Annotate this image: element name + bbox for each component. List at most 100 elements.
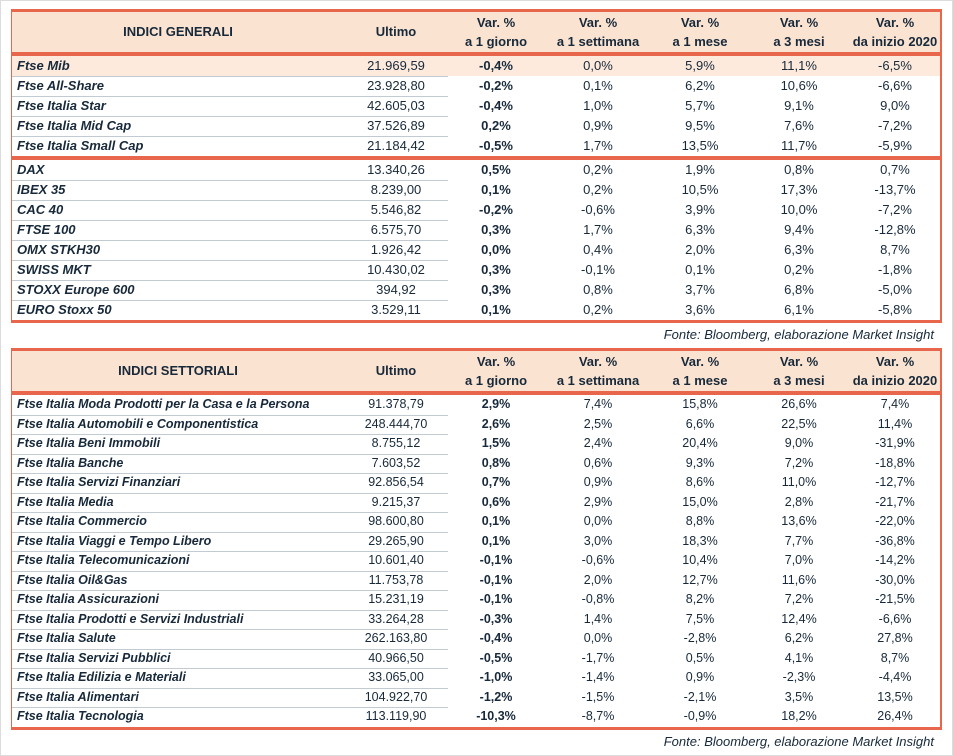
var-1day-value: -0,5%	[479, 650, 513, 665]
var-3months-value: 17,3%	[780, 182, 818, 197]
sector-table-title: INDICI SETTORIALI	[118, 363, 238, 378]
var-1month-value: 6,3%	[685, 222, 715, 237]
index-name: Ftse Italia Alimentari	[12, 688, 344, 708]
var-1month-value: 10,5%	[681, 182, 719, 197]
var-1month-value: 6,2%	[685, 78, 715, 93]
index-name: Ftse Italia Servizi Pubblici	[12, 649, 344, 669]
column-header-var: Var. % a 1 giorno	[464, 354, 528, 388]
var-1day-value: -1,0%	[479, 670, 513, 684]
var-1week-value: 0,9%	[583, 475, 613, 489]
var-3months-value: 7,2%	[784, 592, 814, 606]
var-1day-value: -0,1%	[479, 592, 513, 606]
table-row: Ftse Italia Small Cap 21.184,42 -0,5% 1,7% 1…	[12, 136, 940, 156]
var-3months-value: 12,4%	[781, 611, 817, 626]
indici-settoriali-table: INDICI SETTORIALI Ultimo Var. % a 1 giorn…	[11, 348, 942, 730]
ultimo-value: 40.966,50	[344, 649, 448, 669]
index-name: Ftse All-Share	[12, 76, 344, 97]
sector-table-header-row: INDICI SETTORIALI Ultimo Var. % a 1 giorn…	[12, 348, 940, 391]
var-1month-value: 18,3%	[682, 533, 718, 548]
column-header-ultimo: Ultimo	[375, 363, 417, 378]
ultimo-value: 23.928,80	[344, 76, 448, 97]
index-name: Ftse Italia Mid Cap	[12, 116, 344, 137]
var-3months-value: 3,5%	[784, 689, 814, 704]
table-row: Ftse All-Share 23.928,80 -0,2% 0,1% 6,2% 10,6…	[12, 76, 940, 97]
var-ytd2020-value: -6,6%	[878, 611, 912, 626]
index-name: Ftse Italia Automobili e Componentistica	[12, 415, 344, 435]
var-ytd2020-value: -21,5%	[875, 592, 915, 606]
table-row: EURO Stoxx 50 3.529,11 0,1% 0,2% 3,6% 6,1% -5,…	[12, 300, 940, 320]
header-divider-double-rule	[12, 52, 940, 56]
var-1day-value: 0,1%	[481, 302, 511, 317]
ultimo-value: 262.163,80	[344, 629, 448, 650]
var-1day-value: 0,3%	[481, 282, 511, 297]
table-row: Ftse Italia Alimentari 104.922,70 -1,2% -1,…	[12, 688, 940, 708]
column-header-ultimo: Ultimo	[375, 24, 417, 39]
ultimo-value: 1.926,42	[344, 240, 448, 261]
var-1week-value: -0,8%	[581, 592, 615, 606]
var-3months-value: 11,0%	[781, 475, 817, 489]
index-name: STOXX Europe 600	[12, 280, 344, 301]
table-row: Ftse Italia Banche 7.603,52 0,8% 0,6% 9,3% 7,…	[12, 454, 940, 474]
var-1week-value: 0,9%	[583, 118, 613, 133]
var-1month-value: -2,1%	[683, 689, 717, 704]
table-row: CAC 40 5.546,82 -0,2% -0,6% 3,9% 10,0% -7,2%	[12, 200, 940, 221]
var-1day-value: -0,4%	[479, 58, 513, 73]
var-1month-value: 12,7%	[682, 572, 718, 587]
var-3months-value: 7,7%	[784, 533, 814, 548]
index-name: Ftse Italia Banche	[12, 454, 344, 474]
var-1month-value: 1,9%	[685, 162, 715, 177]
var-ytd2020-value: 8,7%	[880, 242, 910, 257]
table-row: Ftse Italia Media 9.215,37 0,6% 2,9% 15,0% 2,…	[12, 493, 940, 513]
ultimo-value: 8.755,12	[344, 434, 448, 455]
var-1day-value: -1,2%	[479, 689, 513, 704]
var-1day-value: 0,2%	[481, 118, 511, 133]
var-1day-value: -0,1%	[479, 572, 513, 587]
var-1day-value: 2,6%	[481, 416, 511, 431]
index-name: Ftse Italia Salute	[12, 629, 344, 650]
column-header-var: Var. % da inizio 2020	[852, 354, 938, 388]
var-1day-value: 0,3%	[481, 222, 511, 237]
table-row: IBEX 35 8.239,00 0,1% 0,2% 10,5% 17,3% -13,7%	[12, 180, 940, 201]
index-name: Ftse Italia Moda Prodotti per la Casa e …	[12, 395, 344, 416]
var-ytd2020-value: -5,0%	[878, 282, 912, 297]
index-name: Ftse Mib	[12, 56, 344, 77]
general-table-header-row: INDICI GENERALI Ultimo Var. % a 1 giorno V…	[12, 9, 940, 52]
index-name: DAX	[12, 160, 344, 181]
var-1day-value: -0,2%	[479, 78, 513, 93]
index-name: Ftse Italia Assicurazioni	[12, 590, 344, 611]
var-3months-value: 6,2%	[784, 631, 814, 645]
var-1day-value: -10,3%	[476, 709, 516, 723]
var-1day-value: 2,9%	[481, 397, 511, 411]
table-bottom-rule	[12, 320, 940, 323]
var-1day-value: 0,1%	[481, 182, 511, 197]
table-row: Ftse Italia Servizi Finanziari 92.856,54 0…	[12, 473, 940, 494]
var-1week-value: 2,4%	[583, 436, 613, 450]
var-ytd2020-value: -4,4%	[878, 670, 912, 684]
ultimo-value: 8.239,00	[344, 180, 448, 201]
var-1day-value: -0,5%	[479, 138, 513, 153]
var-1day-value: 0,5%	[481, 162, 511, 177]
index-name: FTSE 100	[12, 220, 344, 241]
var-ytd2020-value: -22,0%	[875, 514, 915, 528]
sector-rows-group: Ftse Italia Moda Prodotti per la Casa e …	[12, 395, 940, 727]
var-1week-value: 0,0%	[583, 58, 613, 73]
column-header-var: Var. % a 3 mesi	[773, 354, 825, 388]
ultimo-value: 33.065,00	[344, 668, 448, 689]
var-1week-value: 3,0%	[583, 533, 613, 548]
var-ytd2020-value: -6,5%	[878, 58, 912, 73]
ultimo-value: 42.605,03	[344, 96, 448, 117]
table-bottom-rule	[12, 726, 940, 730]
var-1week-value: 2,5%	[583, 416, 613, 431]
var-1week-value: -1,4%	[581, 670, 615, 684]
var-ytd2020-value: -21,7%	[875, 494, 915, 509]
index-name: Ftse Italia Star	[12, 96, 344, 117]
index-name: Ftse Italia Beni Immobili	[12, 434, 344, 455]
index-name: Ftse Italia Oil&Gas	[12, 571, 344, 591]
var-1month-value: -2,8%	[683, 631, 717, 645]
var-1day-value: -0,4%	[479, 98, 513, 113]
table-row: DAX 13.340,26 0,5% 0,2% 1,9% 0,8% 0,7%	[12, 160, 940, 181]
ultimo-value: 21.969,59	[344, 56, 448, 77]
var-1day-value: 1,5%	[481, 436, 511, 450]
var-1month-value: 0,1%	[685, 262, 715, 277]
ultimo-value: 15.231,19	[344, 590, 448, 611]
